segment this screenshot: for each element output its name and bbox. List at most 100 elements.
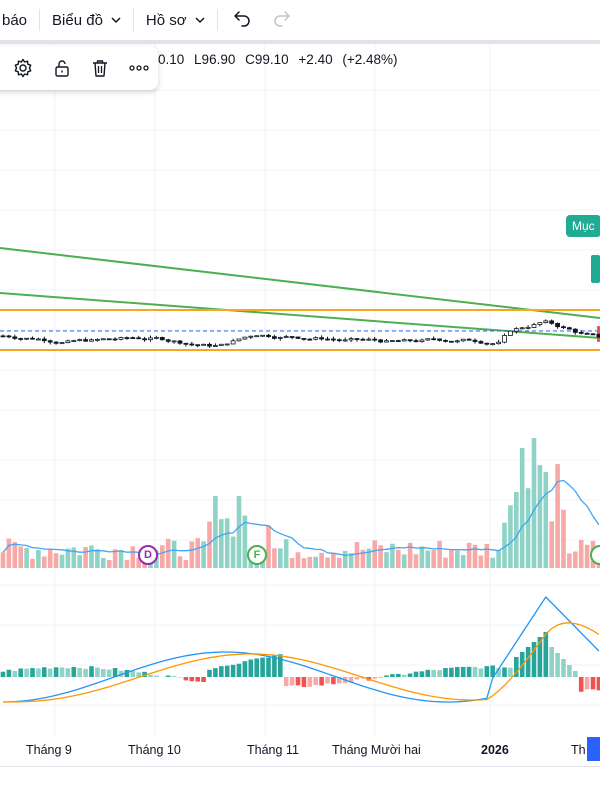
macd-histogram: [0, 632, 600, 692]
macd-histogram-bar: [325, 677, 330, 684]
volume-bar: [396, 549, 401, 568]
lock-button[interactable]: [43, 46, 82, 90]
candle-body: [437, 338, 443, 341]
macd-histogram-bar: [413, 671, 419, 677]
candle-body: [77, 339, 83, 342]
macd-histogram-bar: [272, 655, 277, 677]
top-toolbar: báo Biểu đồ Hồ sơ: [0, 0, 600, 40]
alerts-button[interactable]: báo: [0, 0, 39, 40]
candle-body: [336, 339, 342, 342]
volume-bar: [136, 557, 141, 568]
chart-canvas[interactable]: [0, 0, 600, 737]
macd-histogram-bar: [0, 671, 6, 677]
candle-body: [36, 338, 41, 341]
macd-histogram-bar: [236, 663, 242, 677]
delete-button[interactable]: [81, 46, 120, 90]
macd-histogram-bar: [183, 677, 189, 681]
volume-bar: [301, 558, 307, 568]
candle-body: [171, 340, 177, 343]
macd-histogram-bar: [36, 668, 41, 677]
volume-bar: [213, 496, 218, 568]
grid-lines: [0, 44, 600, 737]
candle-body: [142, 338, 148, 341]
candle-body: [543, 320, 549, 324]
volume-bar: [431, 549, 436, 568]
candle-body: [325, 338, 330, 341]
candle-body: [283, 336, 289, 338]
candle-body: [366, 338, 372, 341]
candle-body: [443, 340, 448, 342]
candle-body: [124, 337, 130, 339]
price-label-green: [591, 255, 600, 283]
volume-bar: [549, 521, 554, 568]
ohlc-change-pct: (+2.48%): [342, 52, 398, 67]
candle-body: [567, 327, 572, 330]
undo-button[interactable]: [222, 0, 262, 40]
dividend-event-marker[interactable]: D: [138, 545, 158, 565]
macd-histogram-bar: [266, 657, 271, 677]
candle-body: [106, 338, 112, 341]
volume-bar: [466, 542, 472, 568]
profile-menu-button[interactable]: Hồ sơ: [134, 0, 217, 40]
macd-histogram-bar: [30, 668, 35, 677]
volume-bar: [106, 559, 112, 568]
candle-body: [478, 341, 484, 344]
volume-bar: [289, 558, 295, 568]
macd-histogram-bar: [590, 677, 596, 690]
bottom-border: [0, 766, 600, 767]
macd-histogram-bar: [12, 670, 18, 677]
volume-bar: [407, 542, 413, 568]
candle-body: [549, 320, 555, 324]
target-badge[interactable]: Mục: [566, 215, 600, 237]
candle-body: [136, 337, 142, 340]
volume-bar: [514, 491, 519, 568]
event-marker-partial[interactable]: [590, 545, 600, 565]
x-label-dec: Tháng Mười hai: [332, 743, 421, 757]
volume-bar: [543, 471, 549, 568]
candle-body: [590, 333, 596, 336]
x-label-oct: Tháng 10: [128, 743, 181, 757]
trash-icon: [93, 60, 108, 77]
macd-histogram-bar: [148, 674, 153, 677]
redo-button[interactable]: [262, 0, 302, 40]
volume-bar: [567, 553, 572, 568]
candle-body: [183, 342, 189, 345]
trend-line-upper: [0, 247, 600, 319]
macd-histogram-bar: [313, 677, 318, 685]
macd-histogram-bar: [425, 669, 431, 677]
volume-bar: [195, 538, 200, 568]
candle-body: [112, 338, 118, 341]
volume-bar: [366, 548, 372, 568]
macd-histogram-bar: [289, 677, 295, 686]
financial-event-marker[interactable]: F: [247, 545, 267, 565]
macd-histogram-bar: [466, 666, 472, 677]
candle-body: [212, 345, 218, 347]
macd-histogram-bar: [71, 666, 77, 677]
signal-line: [3, 622, 600, 703]
profile-menu-label: Hồ sơ: [145, 11, 187, 29]
macd-histogram-bar: [443, 668, 448, 677]
macd-histogram-bar: [47, 668, 53, 677]
candle-body: [596, 333, 600, 338]
time-axis[interactable]: Tháng 9 Tháng 10 Tháng 11 Tháng Mười hai…: [0, 737, 600, 765]
candle-body: [513, 328, 519, 332]
more-button[interactable]: [120, 46, 159, 90]
macd-histogram-bar: [224, 665, 230, 677]
candle-body: [6, 335, 12, 338]
volume-bar: [331, 552, 336, 568]
volume-bar: [266, 525, 271, 568]
macd-histogram-bar: [201, 677, 206, 683]
macd-histogram-bar: [555, 653, 560, 677]
x-label-2026: 2026: [481, 743, 509, 757]
macd-histogram-bar: [283, 677, 289, 687]
chart-menu-button[interactable]: Biểu đồ: [40, 0, 133, 40]
volume-bar: [189, 541, 195, 568]
candle-body: [236, 338, 242, 342]
settings-button[interactable]: [4, 46, 43, 90]
macd-histogram-bar: [508, 667, 513, 677]
scroll-to-latest-button[interactable]: [587, 737, 600, 761]
candle-body: [348, 338, 354, 341]
macd-histogram-bar: [83, 668, 88, 677]
macd-histogram-bar: [319, 677, 324, 686]
